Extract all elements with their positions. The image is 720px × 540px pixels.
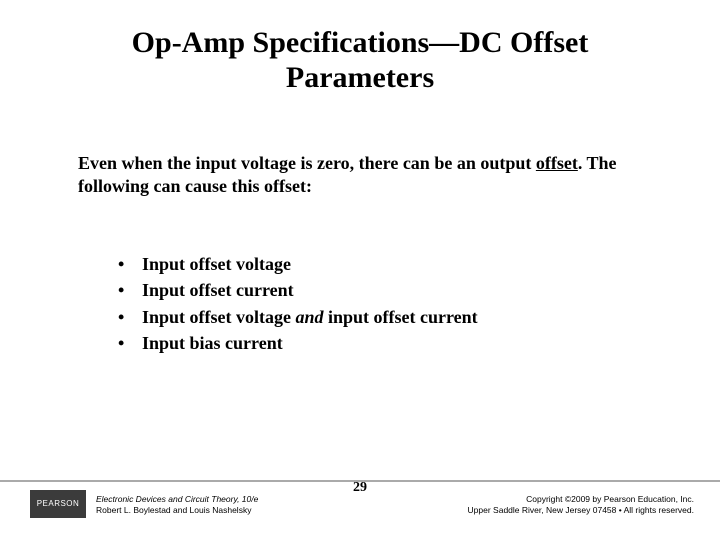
intro-underlined-word: offset (536, 153, 578, 173)
slide: Op-Amp Specifications—DC Offset Paramete… (0, 0, 720, 540)
slide-title: Op-Amp Specifications—DC Offset Paramete… (0, 26, 720, 95)
footer-right: Copyright ©2009 by Pearson Education, In… (468, 494, 694, 515)
list-item: Input offset current (118, 278, 638, 302)
title-line-1: Op-Amp Specifications—DC Offset (132, 26, 589, 59)
footer-left: Electronic Devices and Circuit Theory, 1… (96, 494, 258, 515)
bullet-3-pre: Input offset voltage (142, 307, 296, 327)
bullet-2-text: Input offset current (142, 280, 294, 300)
intro-paragraph: Even when the input voltage is zero, the… (78, 152, 618, 199)
list-item: Input bias current (118, 331, 638, 355)
intro-text-pre: Even when the input voltage is zero, the… (78, 153, 536, 173)
copyright-line-2: Upper Saddle River, New Jersey 07458 • A… (468, 505, 694, 516)
bullet-3-italic: and (296, 307, 324, 327)
bullet-list: Input offset voltage Input offset curren… (118, 252, 638, 357)
bullet-3-post: input offset current (324, 307, 478, 327)
list-item: Input offset voltage (118, 252, 638, 276)
logo-text: PEARSON (37, 499, 80, 508)
copyright-line-1: Copyright ©2009 by Pearson Education, In… (468, 494, 694, 505)
footer-authors: Robert L. Boylestad and Louis Nashelsky (96, 505, 258, 516)
bullet-4-text: Input bias current (142, 333, 283, 353)
title-line-2: Parameters (286, 61, 434, 94)
bullet-1-text: Input offset voltage (142, 254, 291, 274)
list-item: Input offset voltage and input offset cu… (118, 305, 638, 329)
